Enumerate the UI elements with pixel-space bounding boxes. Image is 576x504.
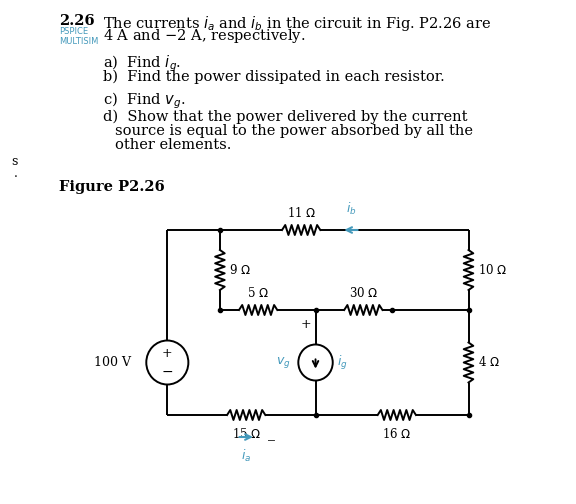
Text: 5 $\Omega$: 5 $\Omega$ xyxy=(247,286,269,300)
Text: 9 $\Omega$: 9 $\Omega$ xyxy=(229,263,251,277)
Text: $v_g$: $v_g$ xyxy=(276,355,291,370)
Text: b)  Find the power dissipated in each resistor.: b) Find the power dissipated in each res… xyxy=(103,70,445,84)
Text: 10 $\Omega$: 10 $\Omega$ xyxy=(478,263,507,277)
Text: d)  Show that the power delivered by the current: d) Show that the power delivered by the … xyxy=(103,110,468,124)
Text: 4 $\Omega$: 4 $\Omega$ xyxy=(478,355,500,369)
Text: a)  Find $i_g$.: a) Find $i_g$. xyxy=(103,53,181,74)
Text: other elements.: other elements. xyxy=(115,138,231,152)
Text: s: s xyxy=(12,155,18,168)
Text: 15 $\Omega$: 15 $\Omega$ xyxy=(232,427,261,441)
Text: 11 $\Omega$: 11 $\Omega$ xyxy=(286,206,316,220)
Text: source is equal to the power absorbed by all the: source is equal to the power absorbed by… xyxy=(115,124,473,138)
Text: _: _ xyxy=(268,427,275,441)
Text: 4 A and $-$2 A, respectively.: 4 A and $-$2 A, respectively. xyxy=(103,27,306,45)
Text: +: + xyxy=(301,318,312,331)
Text: Figure P2.26: Figure P2.26 xyxy=(59,180,165,194)
Text: $i_a$: $i_a$ xyxy=(241,448,251,464)
Text: $i_g$: $i_g$ xyxy=(336,353,347,371)
Text: The currents $i_a$ and $i_b$ in the circuit in Fig. P2.26 are: The currents $i_a$ and $i_b$ in the circ… xyxy=(103,14,491,33)
Text: 2.26: 2.26 xyxy=(59,14,95,28)
Text: −: − xyxy=(161,364,173,379)
Text: $i_b$: $i_b$ xyxy=(346,201,356,217)
Text: .: . xyxy=(13,167,17,180)
Text: 100 V: 100 V xyxy=(94,356,131,369)
Text: c)  Find $v_g$.: c) Find $v_g$. xyxy=(103,90,185,110)
Text: 30 $\Omega$: 30 $\Omega$ xyxy=(348,286,378,300)
Text: 16 $\Omega$: 16 $\Omega$ xyxy=(382,427,411,441)
Text: +: + xyxy=(162,347,173,360)
Text: MULTISIM: MULTISIM xyxy=(59,37,98,46)
Text: PSPICE: PSPICE xyxy=(59,27,88,36)
